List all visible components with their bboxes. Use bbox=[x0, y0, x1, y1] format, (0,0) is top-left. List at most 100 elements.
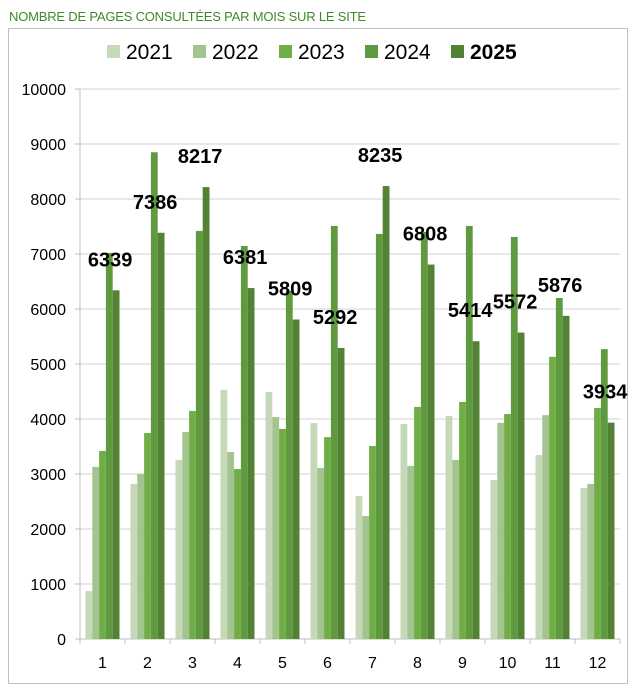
data-label-2025-6: 5292 bbox=[313, 307, 358, 329]
y-tick-label: 1000 bbox=[30, 577, 66, 594]
bar-2024-1 bbox=[105, 252, 113, 639]
bar-2025-8 bbox=[427, 264, 435, 639]
bar-2024-2 bbox=[150, 152, 158, 639]
bar-2021-10 bbox=[490, 480, 498, 639]
bar-2023-4 bbox=[234, 469, 241, 639]
x-tick-label: 9 bbox=[458, 655, 467, 672]
x-tick-label: 5 bbox=[278, 655, 287, 672]
bar-2024-12 bbox=[600, 349, 608, 639]
legend-label-2021: 2021 bbox=[126, 41, 173, 64]
bar-2024-5 bbox=[285, 290, 293, 639]
bar-2022-9 bbox=[452, 459, 460, 639]
bar-2021-7 bbox=[355, 496, 363, 639]
bar-2025-1 bbox=[112, 290, 120, 639]
bar-2022-8 bbox=[407, 466, 415, 639]
bar-2022-6 bbox=[317, 467, 325, 639]
x-tick-label: 12 bbox=[589, 655, 607, 672]
data-label-2025-10: 5572 bbox=[493, 292, 538, 314]
chart-frame bbox=[8, 28, 628, 684]
data-label-2025-1: 6339 bbox=[88, 249, 133, 271]
bar-2021-6 bbox=[310, 423, 318, 639]
y-tick-label: 8000 bbox=[30, 192, 66, 209]
data-label-2025-7: 8235 bbox=[358, 145, 403, 167]
x-tick-label: 4 bbox=[233, 655, 242, 672]
bar-2023-8 bbox=[414, 406, 421, 639]
bar-2021-9 bbox=[445, 415, 453, 639]
bar-2022-1 bbox=[92, 466, 100, 639]
y-tick-label: 9000 bbox=[30, 137, 66, 154]
y-tick-label: 0 bbox=[57, 632, 66, 649]
bar-2023-11 bbox=[549, 356, 556, 639]
bar-2022-11 bbox=[542, 415, 550, 639]
bar-2023-12 bbox=[594, 408, 601, 639]
x-tick-label: 1 bbox=[98, 655, 107, 672]
bar-2021-5 bbox=[265, 392, 273, 639]
bar-2024-7 bbox=[375, 233, 383, 640]
bar-2025-3 bbox=[202, 187, 210, 639]
bar-2022-10 bbox=[497, 422, 505, 639]
bar-2022-12 bbox=[587, 483, 595, 639]
bar-2023-10 bbox=[504, 414, 511, 639]
bar-2021-1 bbox=[85, 591, 93, 639]
bar-2022-4 bbox=[227, 452, 235, 639]
bar-2023-2 bbox=[144, 433, 151, 639]
y-tick-label: 2000 bbox=[30, 522, 66, 539]
legend-swatch-2025 bbox=[451, 45, 464, 58]
data-label-2025-8: 6808 bbox=[403, 224, 448, 246]
bar-2025-10 bbox=[517, 332, 525, 639]
bar-2025-5 bbox=[292, 319, 300, 639]
bar-2024-4 bbox=[240, 246, 248, 639]
x-tick-label: 10 bbox=[499, 655, 517, 672]
bar-2024-8 bbox=[420, 232, 428, 639]
bar-2025-11 bbox=[562, 315, 570, 639]
bar-2024-11 bbox=[555, 298, 563, 639]
legend-label-2023: 2023 bbox=[298, 41, 345, 64]
data-label-2025-3: 8217 bbox=[178, 146, 223, 168]
bar-2021-3 bbox=[175, 459, 183, 639]
x-tick-label: 7 bbox=[368, 655, 377, 672]
legend-label-2022: 2022 bbox=[212, 41, 259, 64]
bar-2021-11 bbox=[535, 455, 543, 639]
data-label-2025-5: 5809 bbox=[268, 279, 313, 301]
bar-2024-3 bbox=[195, 230, 203, 639]
bar-2022-7 bbox=[362, 516, 370, 639]
bar-2025-6 bbox=[337, 347, 345, 639]
x-tick-label: 8 bbox=[413, 655, 422, 672]
legend-swatch-2021 bbox=[107, 45, 120, 58]
y-tick-label: 4000 bbox=[30, 412, 66, 429]
bar-2021-8 bbox=[400, 423, 408, 639]
legend-label-2024: 2024 bbox=[384, 41, 431, 64]
bar-2023-9 bbox=[459, 401, 466, 639]
bar-2021-2 bbox=[130, 483, 138, 639]
bar-2023-1 bbox=[99, 450, 106, 639]
bar-2024-9 bbox=[465, 225, 473, 639]
bar-2025-4 bbox=[247, 288, 255, 639]
bar-2025-9 bbox=[472, 341, 480, 639]
legend-swatch-2023 bbox=[279, 45, 292, 58]
y-tick-label: 3000 bbox=[30, 467, 66, 484]
data-label-2025-12: 3934 bbox=[583, 382, 628, 404]
y-tick-label: 7000 bbox=[30, 247, 66, 264]
bar-2022-2 bbox=[137, 474, 145, 639]
bar-2022-3 bbox=[182, 431, 190, 639]
bar-2022-5 bbox=[272, 417, 280, 639]
bar-2025-2 bbox=[157, 232, 165, 639]
data-label-2025-9: 5414 bbox=[448, 300, 493, 322]
legend-label-2025: 2025 bbox=[470, 41, 517, 64]
bar-2023-5 bbox=[279, 428, 286, 639]
bar-2025-7 bbox=[382, 186, 390, 639]
bar-2023-6 bbox=[324, 437, 331, 639]
bar-2023-7 bbox=[369, 445, 376, 639]
data-label-2025-4: 6381 bbox=[223, 247, 268, 269]
bar-2021-4 bbox=[220, 389, 228, 639]
x-tick-label: 11 bbox=[544, 655, 561, 672]
x-tick-label: 3 bbox=[188, 655, 197, 672]
legend-swatch-2022 bbox=[193, 45, 206, 58]
y-tick-label: 6000 bbox=[30, 302, 66, 319]
chart-title: NOMBRE DE PAGES CONSULTÉES PAR MOIS SUR … bbox=[9, 9, 366, 24]
y-tick-label: 10000 bbox=[22, 82, 67, 99]
legend-swatch-2024 bbox=[365, 45, 378, 58]
bar-2023-3 bbox=[189, 411, 196, 639]
